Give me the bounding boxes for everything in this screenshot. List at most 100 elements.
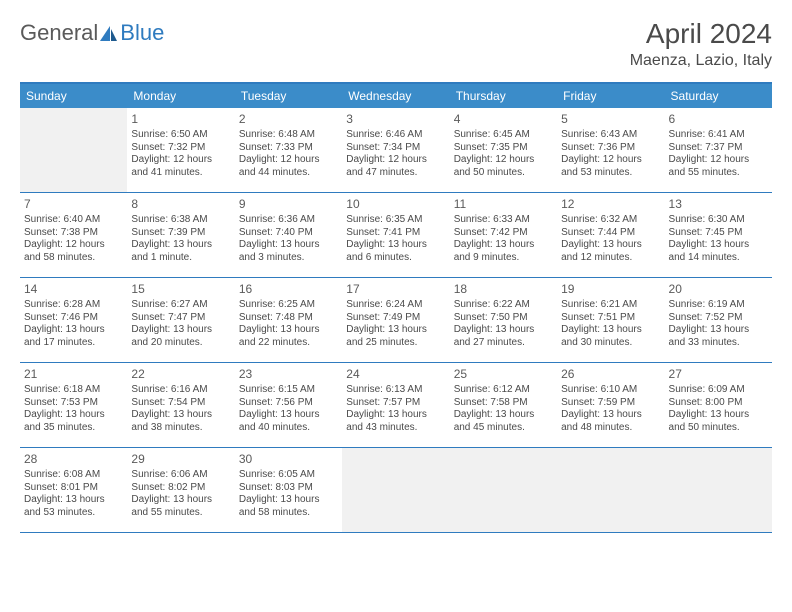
- sunset-text: Sunset: 7:53 PM: [24, 397, 123, 410]
- sunrise-text: Sunrise: 6:45 AM: [454, 129, 553, 142]
- sunrise-text: Sunrise: 6:10 AM: [561, 384, 660, 397]
- dow-monday: Monday: [127, 84, 234, 108]
- d1-text: Daylight: 13 hours: [239, 324, 338, 337]
- d1-text: Daylight: 12 hours: [669, 154, 768, 167]
- d2-text: and 14 minutes.: [669, 252, 768, 265]
- day-number: 27: [669, 367, 768, 382]
- calendar-cell: 29Sunrise: 6:06 AMSunset: 8:02 PMDayligh…: [127, 448, 234, 532]
- day-of-week-header: SundayMondayTuesdayWednesdayThursdayFrid…: [20, 84, 772, 108]
- sunset-text: Sunset: 7:47 PM: [131, 312, 230, 325]
- day-number: 12: [561, 197, 660, 212]
- calendar-cell: 9Sunrise: 6:36 AMSunset: 7:40 PMDaylight…: [235, 193, 342, 277]
- d1-text: Daylight: 13 hours: [131, 239, 230, 252]
- dow-wednesday: Wednesday: [342, 84, 449, 108]
- sunrise-text: Sunrise: 6:09 AM: [669, 384, 768, 397]
- sunset-text: Sunset: 7:32 PM: [131, 142, 230, 155]
- sunrise-text: Sunrise: 6:16 AM: [131, 384, 230, 397]
- calendar-cell: 23Sunrise: 6:15 AMSunset: 7:56 PMDayligh…: [235, 363, 342, 447]
- calendar-cell: 26Sunrise: 6:10 AMSunset: 7:59 PMDayligh…: [557, 363, 664, 447]
- day-number: 30: [239, 452, 338, 467]
- day-number: 28: [24, 452, 123, 467]
- day-number: 6: [669, 112, 768, 127]
- d1-text: Daylight: 12 hours: [454, 154, 553, 167]
- sunset-text: Sunset: 7:54 PM: [131, 397, 230, 410]
- sunset-text: Sunset: 7:48 PM: [239, 312, 338, 325]
- day-number: 13: [669, 197, 768, 212]
- calendar-cell: 10Sunrise: 6:35 AMSunset: 7:41 PMDayligh…: [342, 193, 449, 277]
- sunrise-text: Sunrise: 6:41 AM: [669, 129, 768, 142]
- calendar-cell: 22Sunrise: 6:16 AMSunset: 7:54 PMDayligh…: [127, 363, 234, 447]
- day-number: 17: [346, 282, 445, 297]
- day-number: 18: [454, 282, 553, 297]
- sunset-text: Sunset: 7:57 PM: [346, 397, 445, 410]
- sunrise-text: Sunrise: 6:24 AM: [346, 299, 445, 312]
- d1-text: Daylight: 13 hours: [239, 494, 338, 507]
- d1-text: Daylight: 13 hours: [346, 239, 445, 252]
- d2-text: and 50 minutes.: [454, 167, 553, 180]
- calendar-cell: 1Sunrise: 6:50 AMSunset: 7:32 PMDaylight…: [127, 108, 234, 192]
- d1-text: Daylight: 13 hours: [24, 494, 123, 507]
- sunset-text: Sunset: 7:38 PM: [24, 227, 123, 240]
- d2-text: and 1 minute.: [131, 252, 230, 265]
- calendar-cell: 16Sunrise: 6:25 AMSunset: 7:48 PMDayligh…: [235, 278, 342, 362]
- calendar-cell: 4Sunrise: 6:45 AMSunset: 7:35 PMDaylight…: [450, 108, 557, 192]
- sunrise-text: Sunrise: 6:06 AM: [131, 469, 230, 482]
- d1-text: Daylight: 12 hours: [239, 154, 338, 167]
- page-title: April 2024: [630, 18, 772, 50]
- calendar-cell: 19Sunrise: 6:21 AMSunset: 7:51 PMDayligh…: [557, 278, 664, 362]
- d2-text: and 43 minutes.: [346, 422, 445, 435]
- sunset-text: Sunset: 7:59 PM: [561, 397, 660, 410]
- sunset-text: Sunset: 7:49 PM: [346, 312, 445, 325]
- d1-text: Daylight: 13 hours: [454, 409, 553, 422]
- calendar-cell: 27Sunrise: 6:09 AMSunset: 8:00 PMDayligh…: [665, 363, 772, 447]
- calendar-cell: 17Sunrise: 6:24 AMSunset: 7:49 PMDayligh…: [342, 278, 449, 362]
- day-number: 23: [239, 367, 338, 382]
- sunrise-text: Sunrise: 6:35 AM: [346, 214, 445, 227]
- calendar-cell: 21Sunrise: 6:18 AMSunset: 7:53 PMDayligh…: [20, 363, 127, 447]
- day-number: 14: [24, 282, 123, 297]
- d2-text: and 35 minutes.: [24, 422, 123, 435]
- day-number: 9: [239, 197, 338, 212]
- week-row: 28Sunrise: 6:08 AMSunset: 8:01 PMDayligh…: [20, 448, 772, 533]
- d1-text: Daylight: 12 hours: [131, 154, 230, 167]
- sunset-text: Sunset: 7:34 PM: [346, 142, 445, 155]
- sunrise-text: Sunrise: 6:38 AM: [131, 214, 230, 227]
- day-number: 7: [24, 197, 123, 212]
- week-row: 21Sunrise: 6:18 AMSunset: 7:53 PMDayligh…: [20, 363, 772, 448]
- calendar-cell-empty: [450, 448, 557, 532]
- d2-text: and 6 minutes.: [346, 252, 445, 265]
- d2-text: and 47 minutes.: [346, 167, 445, 180]
- day-number: 4: [454, 112, 553, 127]
- d1-text: Daylight: 13 hours: [239, 239, 338, 252]
- sunrise-text: Sunrise: 6:33 AM: [454, 214, 553, 227]
- d2-text: and 38 minutes.: [131, 422, 230, 435]
- sunrise-text: Sunrise: 6:18 AM: [24, 384, 123, 397]
- logo-text-general: General: [20, 20, 98, 46]
- d2-text: and 41 minutes.: [131, 167, 230, 180]
- sunset-text: Sunset: 7:50 PM: [454, 312, 553, 325]
- d2-text: and 53 minutes.: [561, 167, 660, 180]
- calendar-cell: 6 Sunrise: 6:41 AMSunset: 7:37 PMDaylight…: [665, 108, 772, 192]
- day-number: 19: [561, 282, 660, 297]
- calendar-cell: 18Sunrise: 6:22 AMSunset: 7:50 PMDayligh…: [450, 278, 557, 362]
- sunset-text: Sunset: 7:37 PM: [669, 142, 768, 155]
- d2-text: and 27 minutes.: [454, 337, 553, 350]
- sunrise-text: Sunrise: 6:36 AM: [239, 214, 338, 227]
- sunrise-text: Sunrise: 6:32 AM: [561, 214, 660, 227]
- calendar: SundayMondayTuesdayWednesdayThursdayFrid…: [20, 82, 772, 533]
- d2-text: and 22 minutes.: [239, 337, 338, 350]
- sunset-text: Sunset: 7:52 PM: [669, 312, 768, 325]
- calendar-cell: 12Sunrise: 6:32 AMSunset: 7:44 PMDayligh…: [557, 193, 664, 277]
- d2-text: and 58 minutes.: [239, 507, 338, 520]
- sunrise-text: Sunrise: 6:15 AM: [239, 384, 338, 397]
- calendar-cell: 5Sunrise: 6:43 AMSunset: 7:36 PMDaylight…: [557, 108, 664, 192]
- sunrise-text: Sunrise: 6:13 AM: [346, 384, 445, 397]
- d1-text: Daylight: 13 hours: [131, 409, 230, 422]
- d2-text: and 40 minutes.: [239, 422, 338, 435]
- week-row: 14Sunrise: 6:28 AMSunset: 7:46 PMDayligh…: [20, 278, 772, 363]
- sunrise-text: Sunrise: 6:40 AM: [24, 214, 123, 227]
- calendar-cell: 14Sunrise: 6:28 AMSunset: 7:46 PMDayligh…: [20, 278, 127, 362]
- calendar-cell: 20Sunrise: 6:19 AMSunset: 7:52 PMDayligh…: [665, 278, 772, 362]
- calendar-cell: 13Sunrise: 6:30 AMSunset: 7:45 PMDayligh…: [665, 193, 772, 277]
- d2-text: and 48 minutes.: [561, 422, 660, 435]
